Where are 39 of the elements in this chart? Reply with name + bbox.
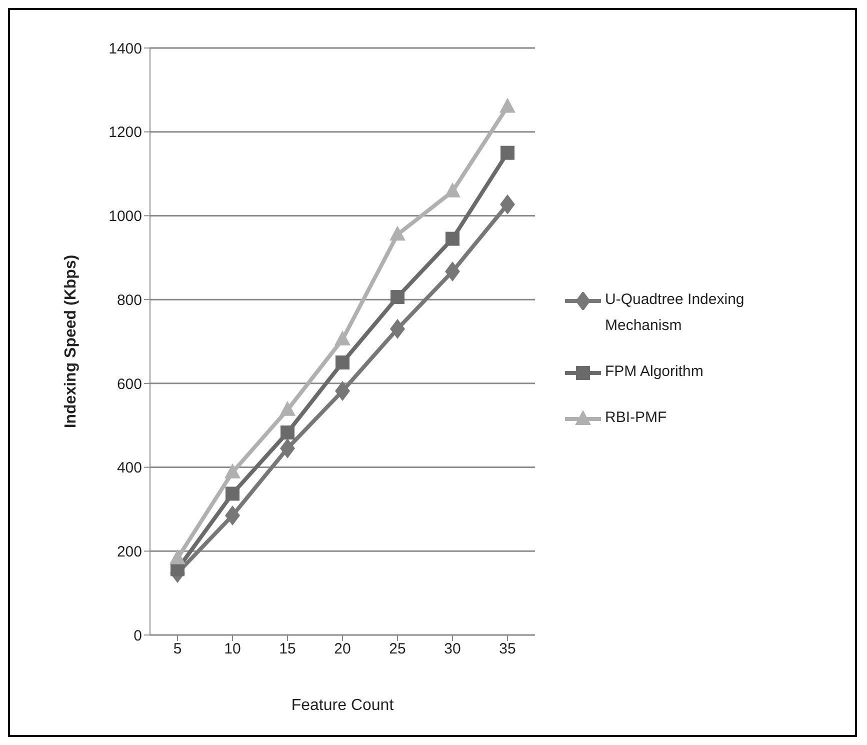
y-tick-label: 400: [116, 460, 142, 477]
x-tick-label: 5: [173, 640, 182, 658]
y-tick-label: 1400: [108, 40, 142, 58]
y-tick-label: 0: [134, 627, 142, 644]
point: [390, 226, 406, 241]
y-tick-label: 1000: [108, 208, 142, 226]
point: [280, 425, 294, 440]
x-tick-label: 10: [224, 640, 241, 658]
point: [170, 549, 186, 564]
point: [445, 261, 460, 282]
point: [334, 330, 350, 346]
x-tick-label: 35: [499, 640, 516, 658]
x-axis-title: Feature Count: [291, 697, 394, 714]
legend-label: FPM Algorithm: [605, 362, 704, 382]
point: [500, 194, 515, 214]
y-tick-label: 600: [116, 376, 142, 393]
point: [446, 232, 460, 246]
y-tick-label: 200: [116, 543, 142, 560]
x-tick-label: 25: [389, 640, 406, 658]
point: [224, 463, 240, 478]
point: [336, 355, 350, 370]
point: [390, 318, 405, 339]
point: [500, 146, 514, 160]
point: [444, 182, 460, 198]
x-tick-label: 15: [279, 640, 296, 658]
legend-label: U-Quadtree Indexing Mechanism: [605, 290, 746, 336]
point: [280, 400, 296, 416]
point: [226, 486, 240, 501]
legend-label: RBI-PMF: [605, 408, 667, 428]
point: [225, 506, 240, 526]
point: [335, 380, 350, 401]
x-tick-label: 20: [334, 640, 351, 658]
y-tick-label: 800: [116, 292, 142, 309]
point: [280, 438, 295, 458]
y-tick-label: 1200: [108, 124, 142, 142]
point: [500, 98, 516, 113]
point: [390, 290, 404, 304]
y-axis-title: Indexing Speed (Kbps): [62, 254, 80, 428]
x-tick-label: 30: [444, 640, 461, 658]
